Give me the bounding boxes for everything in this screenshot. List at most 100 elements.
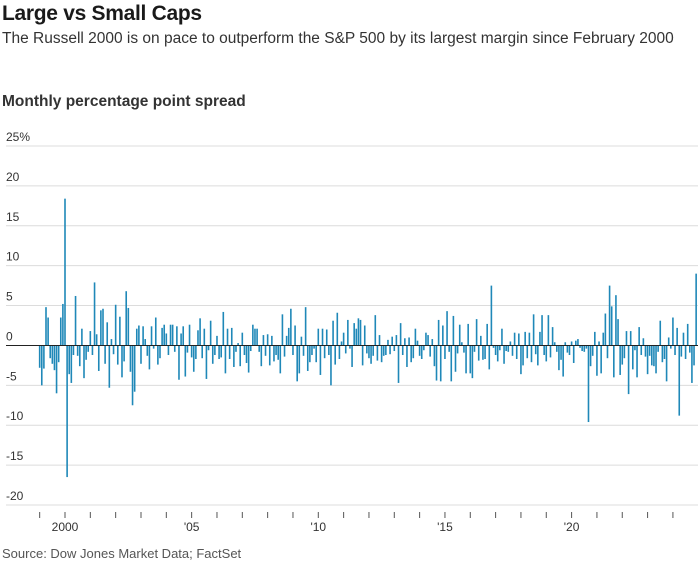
bar — [161, 327, 163, 346]
bar — [279, 345, 282, 374]
bar — [182, 326, 185, 346]
bar — [482, 345, 484, 360]
bar — [638, 327, 640, 346]
bar — [693, 345, 695, 366]
bar — [127, 307, 130, 346]
bar — [560, 345, 562, 360]
bar — [40, 345, 43, 386]
bar — [304, 307, 307, 346]
bar — [347, 319, 349, 346]
bar — [444, 345, 446, 359]
bar — [47, 317, 49, 346]
bar — [138, 325, 140, 346]
bar — [640, 345, 643, 356]
bar — [401, 345, 404, 356]
bar — [157, 345, 159, 365]
bar — [95, 334, 98, 346]
bar — [66, 345, 68, 478]
bar — [361, 345, 364, 366]
chart-unit-label: Monthly percentage point spread — [2, 93, 246, 110]
bar — [467, 323, 469, 346]
bar — [448, 345, 450, 352]
bar — [281, 314, 284, 346]
bar — [374, 315, 377, 346]
bar — [89, 331, 92, 346]
bar — [511, 345, 514, 356]
bar — [241, 332, 244, 346]
bar — [188, 324, 191, 346]
bar — [691, 345, 693, 383]
bar — [359, 319, 362, 346]
bar — [192, 345, 195, 372]
bar — [93, 282, 96, 346]
bar — [600, 345, 602, 374]
bar — [302, 345, 305, 356]
bar — [556, 345, 558, 352]
bar — [534, 345, 537, 355]
bar — [608, 285, 611, 346]
bar — [661, 345, 664, 363]
bar — [55, 345, 58, 394]
bar — [513, 332, 516, 346]
bar — [197, 330, 199, 346]
bar — [594, 331, 596, 346]
bar — [545, 345, 548, 362]
bar — [606, 345, 609, 359]
bar — [587, 345, 590, 423]
bar — [125, 291, 128, 346]
bar — [116, 345, 119, 365]
bar — [558, 345, 560, 371]
bar — [621, 345, 624, 365]
bar — [463, 345, 465, 353]
bar — [431, 339, 434, 346]
y-tick-label: 20 — [6, 170, 20, 184]
bar — [551, 327, 554, 346]
bar — [268, 345, 271, 366]
bar — [530, 345, 533, 363]
bar — [589, 345, 592, 367]
chart-subtitle: The Russell 2000 is on pace to outperfor… — [2, 30, 674, 47]
bar — [663, 345, 666, 359]
bar — [85, 345, 87, 360]
bar — [199, 318, 201, 346]
bar — [659, 320, 662, 346]
bar — [465, 345, 467, 374]
bar — [501, 328, 503, 346]
bar — [387, 339, 389, 346]
bar — [651, 345, 653, 366]
bar — [146, 345, 149, 356]
bar — [104, 345, 106, 364]
bar — [549, 345, 552, 358]
bar — [148, 345, 151, 370]
source-note: Source: Dow Jones Market Data; FactSet — [2, 546, 242, 561]
y-axis-tick-labels: 25% 20 15 10 5 0 -5 -10 -15 -20 — [6, 130, 30, 503]
bar — [615, 295, 617, 346]
bar — [602, 332, 605, 346]
bar — [201, 345, 203, 359]
bar — [496, 345, 499, 362]
bar — [391, 336, 393, 346]
bar — [532, 314, 535, 346]
bar — [186, 345, 189, 353]
bar — [159, 345, 161, 359]
bar — [458, 324, 461, 346]
bar — [591, 345, 594, 356]
bar — [49, 345, 52, 359]
bar — [173, 345, 176, 352]
bar — [218, 345, 220, 359]
y-tick-label: 10 — [6, 250, 20, 264]
bar — [224, 345, 227, 374]
bar — [83, 345, 85, 379]
bar — [184, 345, 187, 377]
bar — [399, 323, 402, 346]
bar — [195, 345, 197, 359]
bar — [477, 345, 480, 361]
bar — [112, 345, 115, 355]
bar — [670, 345, 672, 349]
x-tick-label: '10 — [310, 520, 326, 534]
bar — [355, 328, 358, 346]
y-tick-label: -10 — [6, 409, 24, 423]
bar — [230, 327, 233, 346]
bar — [338, 345, 341, 359]
bar — [349, 345, 351, 349]
